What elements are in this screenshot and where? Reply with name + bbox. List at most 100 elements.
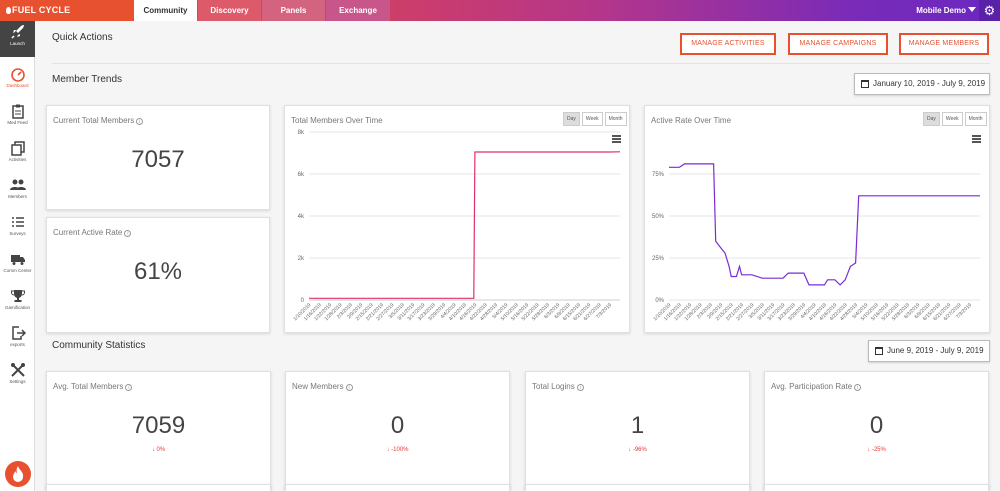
tab-exchange[interactable]: Exchange [326, 0, 390, 21]
y-tick-label: 6k [298, 172, 305, 178]
export-icon [11, 326, 26, 340]
quick-actions-title: Quick Actions [52, 32, 113, 43]
period-month-button[interactable]: Month [604, 112, 627, 126]
period-toggle: Day Week Month [563, 112, 627, 126]
gear-icon[interactable]: ⚙ [979, 0, 1000, 21]
y-tick-label: 50% [652, 214, 665, 220]
stat-change: ↓ -25% [867, 447, 886, 453]
current-active-rate-value: 61% [133, 258, 183, 285]
sidebar-item-dashboard[interactable]: Dashboard [0, 63, 35, 99]
card-title: Total Logins [532, 382, 575, 391]
info-icon[interactable]: i [576, 384, 584, 391]
tab-community[interactable]: Community [134, 0, 197, 21]
truck-icon [10, 255, 25, 265]
stat-change: ↓ -100% [386, 447, 409, 453]
avg-participation-rate-card: Avg. Participation Rate i 0 ↓ -25% [764, 371, 989, 489]
info-icon[interactable]: i [125, 384, 133, 391]
tab-discovery[interactable]: Discovery [198, 0, 261, 21]
info-icon[interactable]: i [136, 118, 144, 125]
info-icon[interactable]: i [854, 384, 862, 391]
y-tick-label: 4k [298, 214, 305, 220]
card-title: Current Active Rate [53, 228, 123, 237]
main-content: Quick Actions MANAGE ACTIVITIES MANAGE C… [35, 21, 1000, 491]
stat-value: 0 [390, 412, 405, 439]
trophy-icon [10, 290, 25, 302]
stat-card-partial [525, 484, 750, 491]
card-title: Current Total Members [53, 116, 135, 125]
y-tick-label: 0 [301, 298, 305, 304]
y-tick-label: 25% [652, 256, 665, 262]
sidebar-item-activities[interactable]: Activities [0, 137, 35, 173]
fuel-cycle-logo[interactable]: FUEL CYCLE [0, 0, 134, 21]
sidebar-item-med-feed[interactable]: Med Feed [0, 100, 35, 136]
period-week-button[interactable]: Week [581, 112, 603, 126]
rocket-icon [10, 25, 24, 39]
clipboard-icon [11, 104, 24, 119]
y-tick-label: 0% [655, 298, 664, 304]
stat-value: 1 [630, 412, 645, 439]
gauge-icon [10, 68, 25, 82]
chevron-down-icon[interactable] [968, 7, 976, 12]
stat-card-partial [764, 484, 989, 491]
active-rate-chart-card: Active Rate Over Time Day Week Month 0% 2… [644, 105, 990, 333]
period-toggle: Day Week Month [923, 112, 987, 126]
sidebar-item-comm-center[interactable]: Comm Center [0, 248, 35, 284]
card-title: Avg. Total Members [53, 382, 124, 391]
avg-total-members-card: Avg. Total Members i 7059 ↓ 0% [46, 371, 271, 489]
sidebar-item-gamification[interactable]: Gamification [0, 285, 35, 321]
period-month-button[interactable]: Month [964, 112, 987, 126]
chart-title: Active Rate Over Time [651, 116, 732, 125]
flame-icon [6, 7, 11, 14]
sidebar-item-members[interactable]: Members [0, 174, 35, 210]
fuel-cycle-flame-icon[interactable] [5, 461, 31, 487]
period-day-button[interactable]: Day [923, 112, 940, 126]
manage-members-button[interactable]: MANAGE MEMBERS [899, 33, 989, 55]
y-tick-label: 75% [652, 172, 665, 178]
period-week-button[interactable]: Week [941, 112, 963, 126]
sidebar-item-launch[interactable]: Launch [0, 21, 35, 57]
sidebar-item-settings[interactable]: Settings [0, 359, 35, 395]
series-line[interactable] [669, 163, 980, 286]
period-day-button[interactable]: Day [563, 112, 580, 126]
chart-menu-icon[interactable] [612, 135, 621, 143]
community-statistics-title: Community Statistics [52, 340, 146, 351]
calendar-icon [861, 80, 869, 88]
account-switcher[interactable]: Mobile Demo [916, 6, 966, 15]
card-title: Avg. Participation Rate [771, 382, 853, 391]
manage-activities-button[interactable]: MANAGE ACTIVITIES [680, 33, 776, 55]
tab-panels[interactable]: Panels [262, 0, 325, 21]
list-icon [11, 217, 24, 227]
series-line[interactable] [309, 151, 621, 299]
y-tick-label: 2k [298, 256, 305, 262]
sidebar-item-exports[interactable]: exports [0, 322, 35, 358]
users-icon [9, 179, 26, 190]
sidebar: Launch Dashboard Med Feed Activities Mem… [0, 21, 35, 491]
sidebar-item-surveys[interactable]: Surveys [0, 211, 35, 247]
card-title: New Members [292, 382, 344, 391]
current-total-members-value: 7057 [131, 146, 185, 173]
member-trends-date-range[interactable]: January 10, 2019 - July 9, 2019 [854, 73, 990, 95]
community-stats-date-range[interactable]: June 9, 2019 - July 9, 2019 [868, 340, 990, 362]
total-members-chart-card: Total Members Over Time Day Week Month 0… [284, 105, 630, 333]
current-total-members-card: Current Total Members i 7057 [46, 105, 270, 210]
manage-campaigns-button[interactable]: MANAGE CAMPAIGNS [788, 33, 888, 55]
total-logins-card: Total Logins i 1 ↓ -96% [525, 371, 750, 489]
stat-value: 0 [869, 412, 884, 439]
stat-card-partial [46, 484, 271, 491]
top-bar: FUEL CYCLE Community Discovery Panels Ex… [0, 0, 1000, 21]
info-icon[interactable]: i [124, 230, 132, 237]
stat-change: ↓ 0% [151, 447, 166, 453]
chart-menu-icon[interactable] [972, 135, 981, 143]
active-rate-chart: 0%25%50%75%1/10/20191/16/20191/22/20191/… [652, 163, 980, 322]
info-icon[interactable]: i [345, 384, 353, 391]
stat-card-partial [285, 484, 510, 491]
stat-value: 7059 [131, 412, 186, 439]
copy-icon [10, 141, 25, 156]
new-members-card: New Members i 0 ↓ -100% [285, 371, 510, 489]
chart-title: Total Members Over Time [291, 116, 383, 125]
tools-icon [10, 363, 25, 377]
calendar-icon [875, 347, 883, 355]
total-members-chart: 02k4k6k8k1/10/20191/16/20191/22/20191/28… [292, 130, 621, 322]
divider [52, 63, 990, 64]
y-tick-label: 8k [298, 130, 305, 136]
